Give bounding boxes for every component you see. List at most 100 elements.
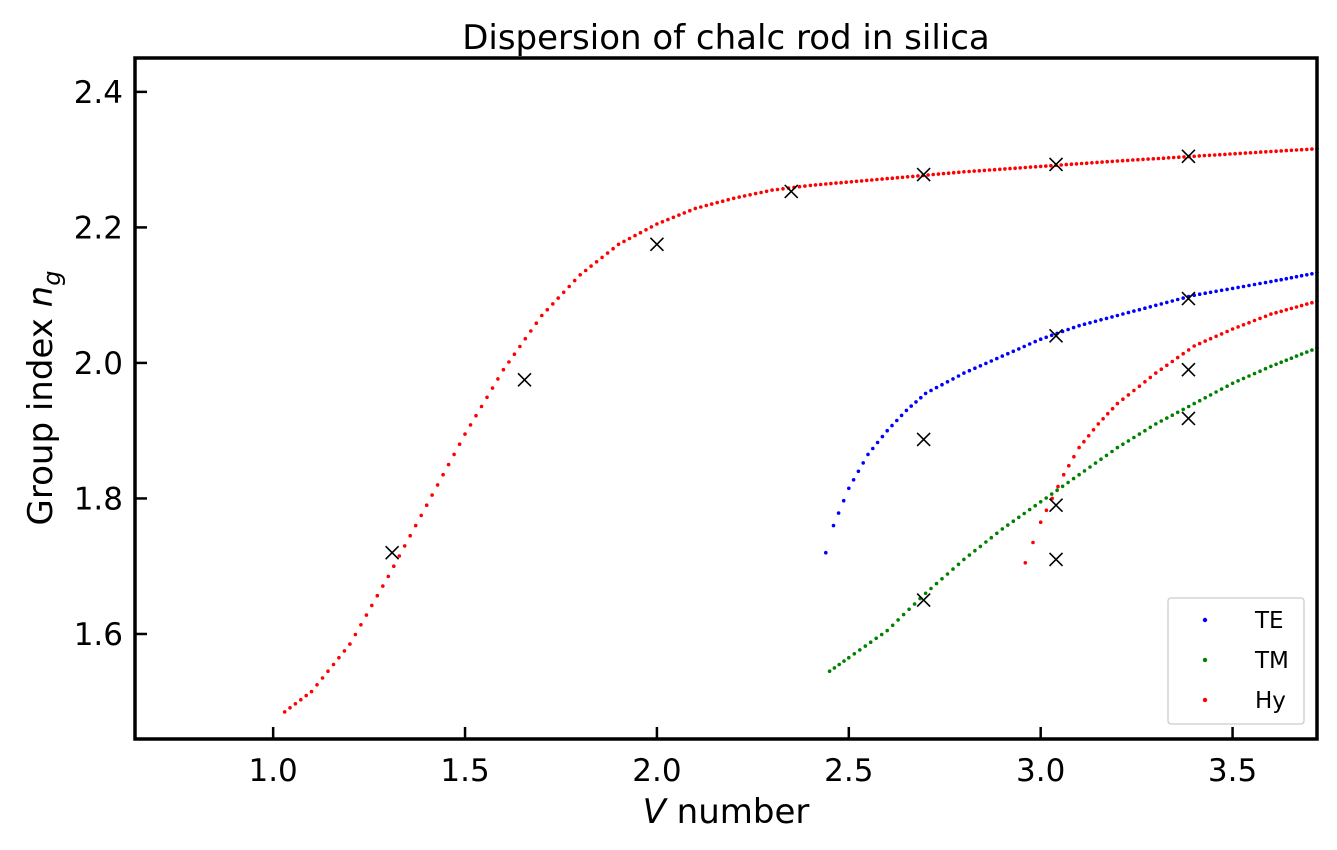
y-tick-label: 1.6 — [74, 617, 123, 653]
data-point — [731, 196, 736, 201]
y-axis-title: Group index ng — [21, 271, 66, 526]
data-point — [742, 194, 747, 198]
data-point — [611, 246, 615, 251]
data-point — [923, 391, 928, 396]
data-point — [715, 200, 719, 205]
data-point — [1223, 152, 1227, 157]
data-point — [1241, 323, 1246, 327]
data-point — [353, 632, 358, 637]
data-point — [1018, 166, 1022, 170]
reference-marker-x — [1048, 328, 1064, 343]
data-point — [912, 602, 917, 606]
data-point — [1186, 404, 1191, 409]
data-point — [1000, 527, 1005, 531]
data-point — [496, 377, 500, 381]
data-point — [901, 612, 906, 617]
reference-marker-x — [649, 237, 664, 252]
data-point — [616, 242, 621, 247]
data-point — [844, 180, 848, 184]
data-point — [452, 452, 456, 457]
data-point — [967, 169, 971, 174]
data-point — [946, 171, 951, 175]
data-point — [1071, 325, 1076, 330]
data-point — [941, 171, 946, 176]
data-point — [859, 179, 864, 183]
data-point — [1088, 465, 1092, 469]
data-point — [1207, 153, 1212, 158]
data-point — [556, 296, 560, 300]
data-point — [885, 628, 889, 633]
data-point — [849, 180, 854, 184]
data-point — [485, 395, 489, 400]
data-point — [1203, 396, 1207, 400]
series-hy-2 — [282, 147, 1319, 714]
data-point — [781, 187, 785, 191]
data-point — [1017, 347, 1021, 351]
data-point — [1038, 520, 1043, 524]
data-point — [1208, 336, 1213, 341]
legend-box — [1167, 597, 1305, 725]
data-point — [962, 371, 966, 375]
data-point — [1274, 310, 1278, 315]
data-point — [1059, 163, 1063, 167]
data-point — [463, 432, 467, 436]
data-point — [866, 452, 870, 457]
y-tick-label: 1.8 — [74, 481, 123, 517]
data-point — [1279, 149, 1283, 153]
data-point — [1011, 349, 1016, 354]
data-point — [413, 523, 418, 528]
data-point — [1247, 283, 1251, 288]
data-point — [1197, 292, 1202, 297]
data-point — [649, 225, 654, 229]
data-point — [1141, 157, 1145, 162]
data-point — [1219, 387, 1224, 391]
data-point — [1181, 351, 1185, 356]
data-point — [1156, 156, 1161, 161]
data-point — [1230, 286, 1235, 291]
legend-label-te: TE — [1254, 608, 1284, 634]
plot-area — [282, 147, 1319, 714]
data-point — [1214, 390, 1218, 394]
data-point — [1279, 360, 1283, 365]
data-point — [1263, 366, 1268, 371]
data-point — [748, 193, 752, 197]
data-point — [1115, 445, 1120, 450]
data-point — [1093, 319, 1098, 324]
data-point — [1095, 160, 1099, 165]
data-point — [567, 284, 571, 289]
data-point — [831, 523, 836, 528]
data-point — [858, 648, 862, 652]
data-point — [1044, 164, 1048, 168]
data-point — [386, 574, 391, 579]
data-point — [441, 472, 445, 477]
x-axis-title-variable: V — [643, 792, 669, 832]
data-point — [551, 302, 555, 306]
data-point — [1044, 496, 1048, 500]
data-point — [1218, 152, 1222, 157]
data-point — [1263, 314, 1268, 319]
data-point — [989, 359, 994, 363]
data-point — [1132, 435, 1136, 440]
x-tick-label: 2.0 — [632, 753, 681, 789]
legend-marker-tm — [1202, 657, 1208, 663]
x-axis-title-text: number — [666, 792, 810, 832]
data-point — [978, 364, 983, 368]
data-point — [880, 434, 885, 439]
data-point — [851, 478, 856, 482]
data-point — [1241, 376, 1246, 381]
data-point — [655, 222, 659, 226]
data-point — [962, 557, 966, 562]
data-point — [699, 205, 703, 209]
data-point — [540, 313, 544, 318]
data-point — [1305, 302, 1309, 306]
data-point — [1038, 337, 1043, 342]
data-point — [364, 613, 369, 617]
data-point — [1181, 296, 1185, 300]
data-point — [1091, 428, 1096, 432]
data-point — [957, 170, 961, 175]
data-point — [1186, 348, 1191, 352]
data-point — [1252, 371, 1257, 376]
data-point — [1110, 315, 1114, 319]
data-point — [1299, 352, 1304, 356]
y-axis-title-subscript: g — [38, 271, 66, 286]
